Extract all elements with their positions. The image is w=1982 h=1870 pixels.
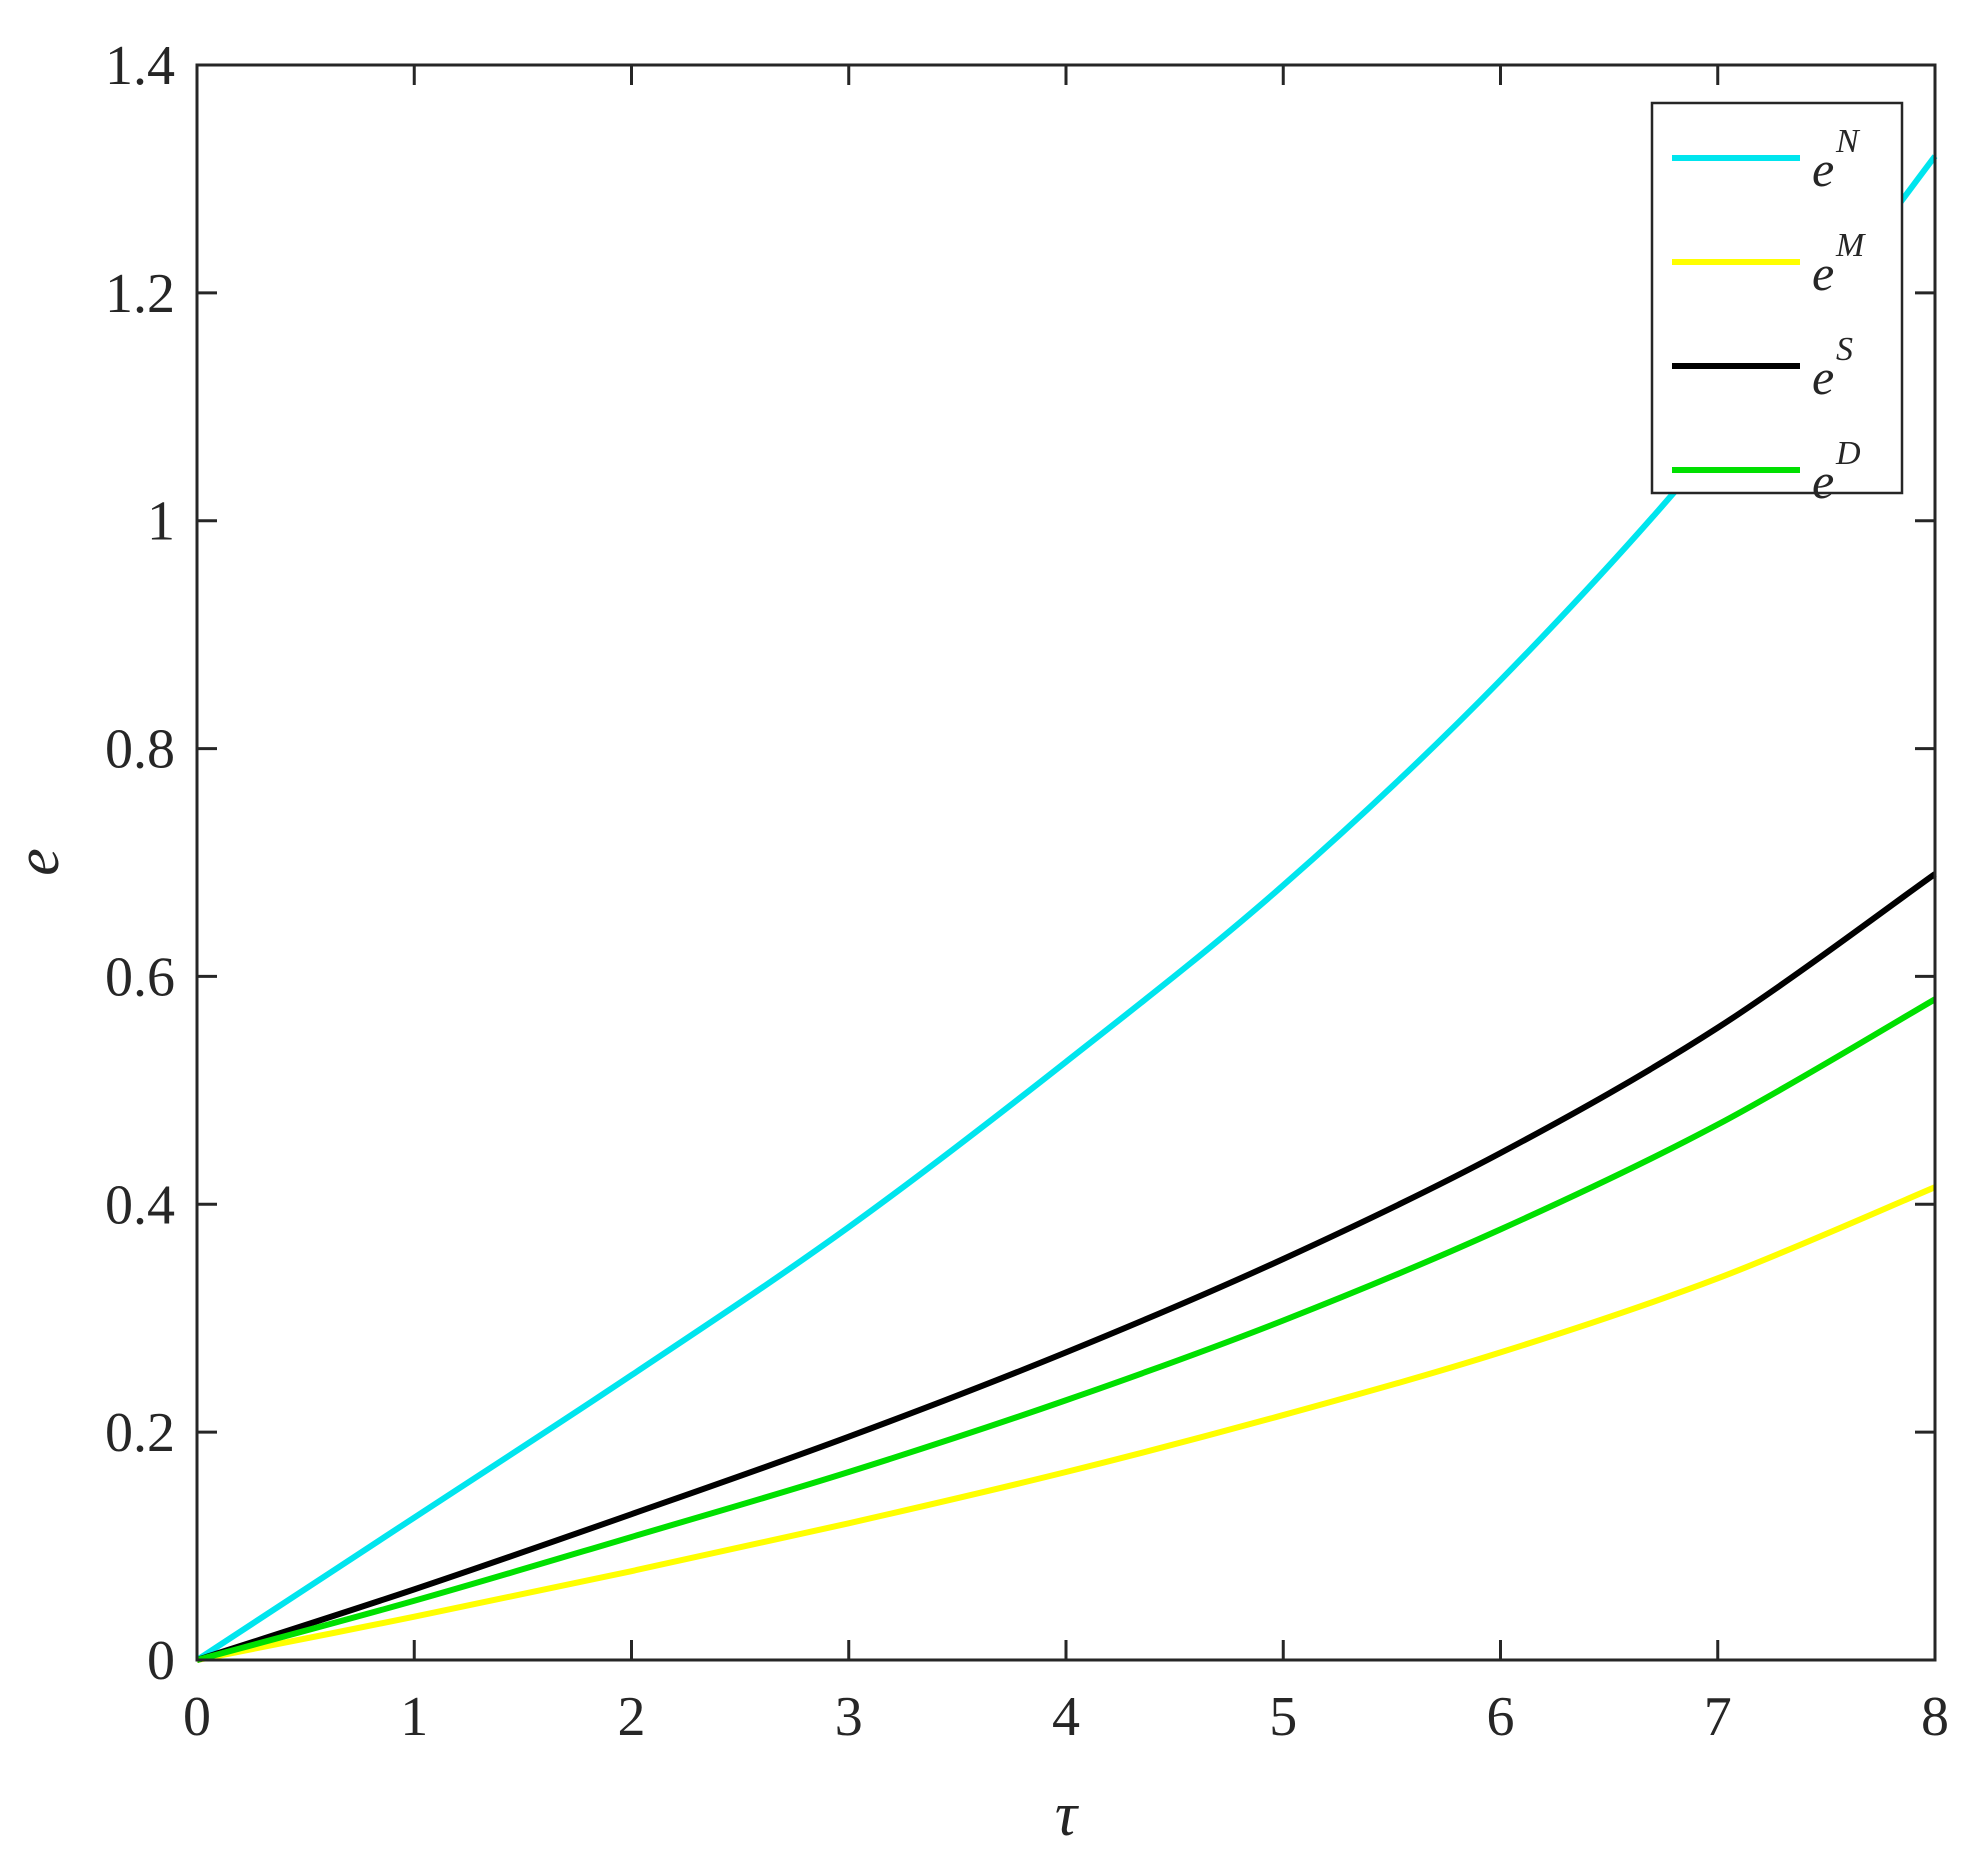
y-tick-label: 0 (147, 1630, 175, 1692)
legend-label-N: e (1812, 141, 1834, 197)
tick-layer: 0 1 2 3 4 5 6 7 8 0 0.2 0.4 0.6 0.8 1 1.2 1.4 (105, 35, 1949, 1748)
legend-label-sup-S: S (1836, 331, 1853, 368)
x-axis-label: τ (1055, 1781, 1080, 1849)
legend-label-M: e (1812, 245, 1834, 301)
y-tick-label: 1.2 (105, 263, 175, 325)
legend-label-sup-D: D (1835, 435, 1861, 472)
y-tick-label: 0.2 (105, 1402, 175, 1464)
x-tick-label: 4 (1052, 1686, 1080, 1748)
x-tick-label: 2 (618, 1686, 646, 1748)
y-tick-label: 0.8 (105, 719, 175, 781)
legend-box (1650, 101, 1904, 495)
legend-label-sup-M: M (1835, 227, 1866, 264)
legend-label-sup-N: N (1835, 123, 1861, 160)
series-line-D (196, 996, 1937, 1663)
y-tick-label: 1.4 (105, 35, 175, 97)
series-line-M (196, 1184, 1937, 1663)
y-tick-label: 0.4 (105, 1174, 175, 1236)
x-tick-label: 6 (1487, 1686, 1515, 1748)
y-tick-label: 1 (147, 491, 175, 553)
y-tick-label: 0.6 (105, 946, 175, 1008)
x-tick-label: 7 (1704, 1686, 1732, 1748)
series-layer (195, 154, 1938, 1663)
x-tick-label: 5 (1269, 1686, 1297, 1748)
series-line-N (195, 154, 1938, 1663)
y-axis-label: e (4, 848, 72, 876)
series-line-S (196, 871, 1937, 1663)
legend-label-D: e (1812, 453, 1834, 509)
plot-area (197, 65, 1935, 1660)
x-tick-label: 1 (400, 1686, 428, 1748)
legend: e Ne Me Se D (1650, 101, 1904, 509)
x-tick-label: 3 (835, 1686, 863, 1748)
x-tick-label: 0 (183, 1686, 211, 1748)
x-tick-label: 8 (1921, 1686, 1949, 1748)
legend-label-S: e (1812, 349, 1834, 405)
